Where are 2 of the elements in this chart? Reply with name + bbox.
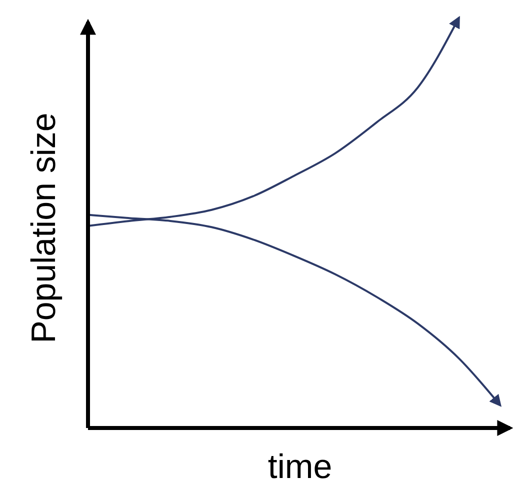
- x-axis-title: time: [268, 448, 332, 485]
- y-axis-title: Population size: [25, 112, 63, 344]
